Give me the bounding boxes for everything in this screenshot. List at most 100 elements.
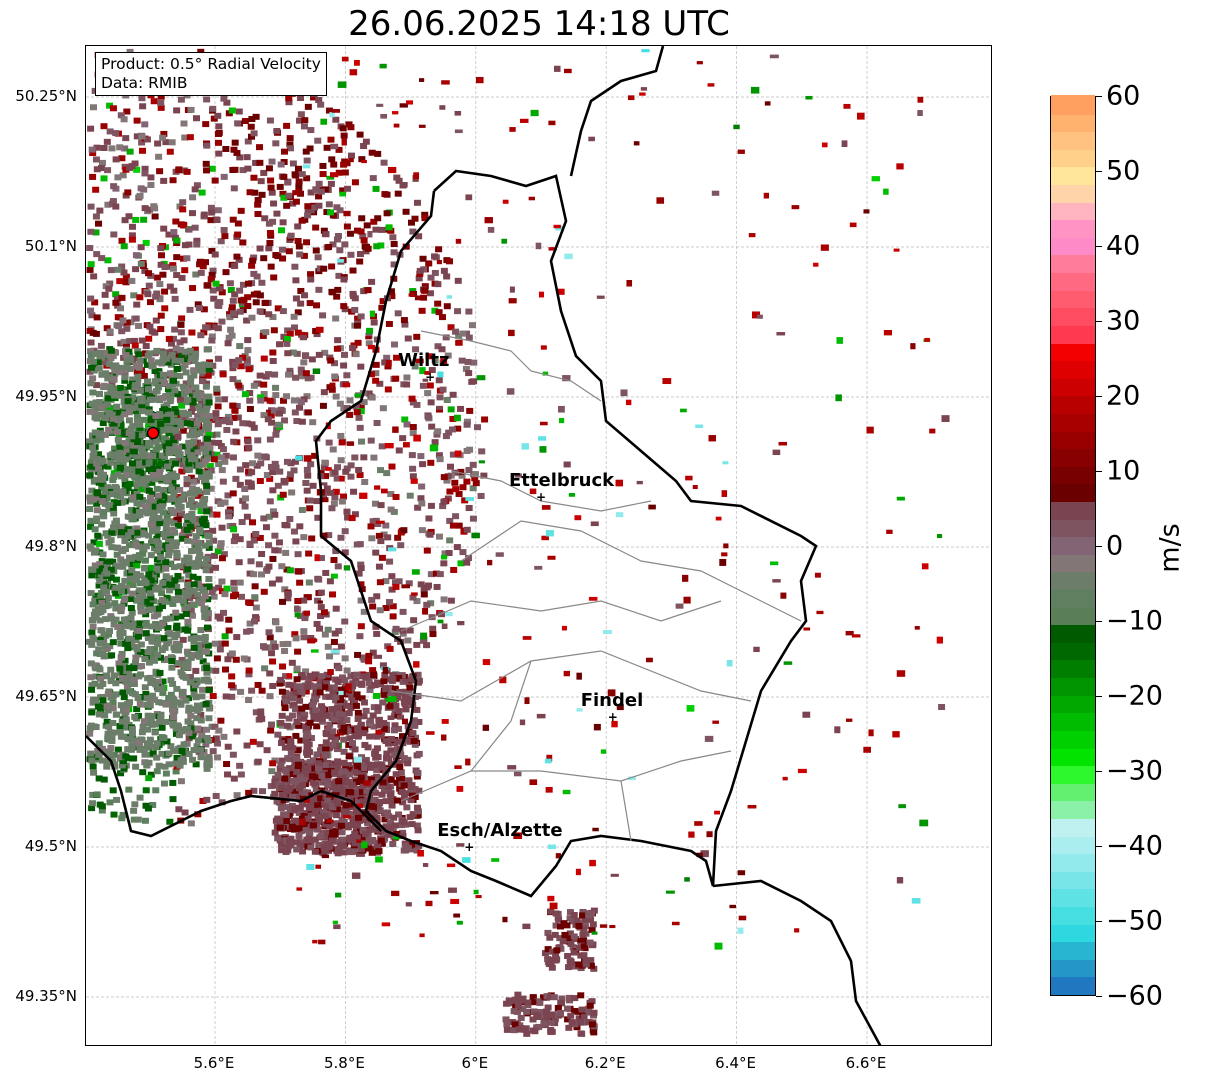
echo-pixel	[378, 791, 386, 798]
echo-pixel	[157, 326, 165, 333]
radar-map[interactable]: Product: 0.5° Radial Velocity Data: RMIB…	[85, 45, 992, 1046]
echo-pixel	[154, 472, 162, 479]
echo-pixel	[116, 455, 124, 462]
echo-pixel	[296, 117, 304, 124]
echo-pixel	[387, 735, 395, 742]
echo-pixel	[151, 367, 159, 374]
echo-pixel	[205, 544, 213, 551]
echo-pixel	[427, 571, 435, 578]
echo-pixel	[336, 686, 344, 693]
echo-pixel	[175, 444, 183, 451]
echo-pixel	[184, 618, 192, 625]
echo-pixel	[325, 807, 333, 814]
echo-pixel	[368, 149, 376, 156]
echo-pixel	[187, 452, 195, 459]
echo-pixel	[107, 745, 115, 752]
echo-pixel	[167, 395, 175, 402]
echo-pixel	[231, 291, 239, 298]
echo-pixel	[121, 145, 129, 152]
echo-pixel	[177, 329, 185, 336]
echo-pixel	[291, 806, 299, 813]
echo-pixel	[392, 583, 400, 590]
echo-pixel	[197, 717, 205, 724]
echo-pixel	[182, 610, 190, 617]
echo-pixel	[141, 751, 149, 758]
echo-pixel	[310, 715, 318, 722]
echo-pixel	[121, 545, 129, 552]
echo-pixel	[418, 500, 426, 507]
echo-pixel	[454, 308, 462, 315]
echo-pixel	[206, 463, 214, 470]
echo-pixel	[230, 438, 238, 445]
echo-pixel	[265, 165, 273, 172]
echo-pixel	[405, 777, 413, 784]
echo-pixel	[121, 440, 129, 447]
echo-pixel	[142, 343, 150, 350]
echo-pixel	[228, 304, 236, 311]
echo-pixel	[271, 460, 279, 467]
echo-pixel	[174, 501, 182, 508]
echo-pixel	[147, 577, 155, 584]
echo-pixel	[116, 634, 124, 641]
echo-pixel	[300, 628, 308, 635]
echo-pixel	[103, 494, 111, 501]
echo-pixel	[87, 203, 95, 210]
echo-pixel	[142, 477, 150, 484]
echo-pixel	[190, 644, 198, 651]
echo-pixel	[214, 421, 222, 428]
echo-pixel	[208, 165, 216, 172]
echo-pixel	[127, 746, 135, 753]
echo-pixel	[151, 729, 159, 736]
echo-pixel	[199, 586, 207, 593]
echo-pixel	[357, 561, 365, 568]
echo-pixel	[334, 464, 342, 471]
echo-pixel	[152, 538, 160, 545]
echo-pixel	[407, 797, 415, 804]
echo-pixel	[167, 691, 175, 698]
echo-pixel	[341, 241, 349, 248]
echo-pixel	[300, 252, 308, 259]
echo-pixel	[403, 421, 411, 428]
echo-pixel	[353, 691, 361, 698]
echo-pixel	[458, 472, 466, 479]
echo-pixel	[123, 570, 131, 577]
echo-pixel	[347, 673, 355, 680]
echo-pixel	[202, 449, 210, 456]
echo-pixel	[97, 411, 105, 418]
echo-pixel	[141, 575, 149, 582]
echo-pixel	[196, 528, 204, 535]
echo-pixel	[386, 703, 394, 710]
echo-pixel	[397, 769, 405, 776]
echo-pixel	[344, 514, 352, 521]
echo-pixel	[109, 428, 117, 435]
echo-pixel	[104, 564, 112, 571]
echo-pixel	[173, 237, 181, 244]
echo-pixel	[391, 579, 399, 586]
echo-pixel	[406, 841, 414, 848]
echo-pixel	[188, 612, 196, 619]
echo-pixel	[189, 405, 197, 412]
echo-pixel	[300, 813, 308, 820]
echo-pixel	[114, 429, 122, 436]
echo-pixel	[87, 348, 95, 355]
echo-pixel	[360, 237, 368, 244]
echo-pixel	[89, 329, 97, 336]
echo-pixel	[443, 303, 451, 310]
echo-pixel	[142, 482, 150, 489]
echo-pixel	[300, 715, 308, 722]
echo-pixel	[100, 579, 108, 586]
echo-pixel	[413, 706, 421, 713]
echo-pixel	[316, 689, 324, 696]
echo-pixel	[276, 410, 284, 417]
echo-pixel	[447, 597, 455, 604]
echo-pixel	[121, 662, 129, 669]
echo-pixel	[215, 355, 223, 362]
echo-pixel	[365, 332, 373, 339]
echo-pixel	[429, 625, 437, 632]
echo-pixel	[204, 470, 212, 477]
echo-pixel	[356, 541, 364, 548]
echo-pixel	[118, 294, 126, 301]
echo-pixel	[197, 600, 205, 607]
echo-pixel	[236, 466, 244, 473]
echo-pixel	[147, 719, 155, 726]
